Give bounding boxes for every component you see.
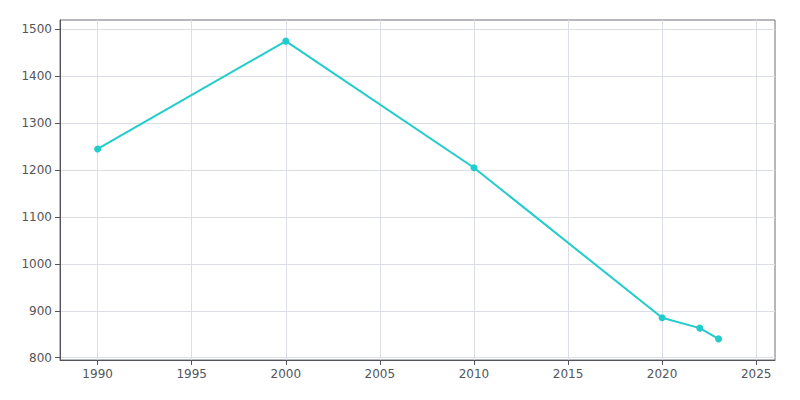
svg-text:1300: 1300 — [21, 116, 52, 130]
svg-text:2005: 2005 — [365, 367, 396, 381]
svg-text:1400: 1400 — [21, 69, 52, 83]
svg-text:1000: 1000 — [21, 257, 52, 271]
svg-text:2015: 2015 — [553, 367, 584, 381]
svg-text:1995: 1995 — [176, 367, 207, 381]
svg-text:2010: 2010 — [459, 367, 490, 381]
svg-text:1100: 1100 — [21, 210, 52, 224]
svg-text:2025: 2025 — [741, 367, 772, 381]
svg-text:2000: 2000 — [271, 367, 302, 381]
svg-text:2020: 2020 — [647, 367, 678, 381]
svg-text:800: 800 — [29, 351, 52, 365]
svg-text:900: 900 — [29, 304, 52, 318]
svg-text:1200: 1200 — [21, 163, 52, 177]
svg-text:1500: 1500 — [21, 22, 52, 36]
svg-text:1990: 1990 — [82, 367, 113, 381]
